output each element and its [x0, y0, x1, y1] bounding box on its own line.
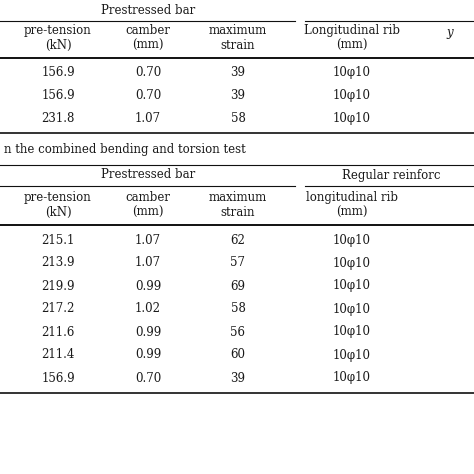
Text: 156.9: 156.9	[41, 372, 75, 384]
Text: 39: 39	[230, 372, 246, 384]
Text: 0.99: 0.99	[135, 280, 161, 292]
Text: 10φ10: 10φ10	[333, 234, 371, 246]
Text: 0.70: 0.70	[135, 65, 161, 79]
Text: Regular reinforc: Regular reinforc	[342, 168, 440, 182]
Text: camber
(mm): camber (mm)	[126, 191, 171, 219]
Text: 39: 39	[230, 89, 246, 101]
Text: 0.99: 0.99	[135, 348, 161, 362]
Text: longitudinal rib
(mm): longitudinal rib (mm)	[306, 191, 398, 219]
Text: 10φ10: 10φ10	[333, 302, 371, 316]
Text: maximum
strain: maximum strain	[209, 191, 267, 219]
Text: 156.9: 156.9	[41, 65, 75, 79]
Text: 10φ10: 10φ10	[333, 326, 371, 338]
Text: 58: 58	[230, 111, 246, 125]
Text: 10φ10: 10φ10	[333, 65, 371, 79]
Text: 219.9: 219.9	[41, 280, 75, 292]
Text: 0.70: 0.70	[135, 89, 161, 101]
Text: pre-tension
(kN): pre-tension (kN)	[24, 191, 92, 219]
Text: pre-tension
(kN): pre-tension (kN)	[24, 24, 92, 52]
Text: 56: 56	[230, 326, 246, 338]
Text: 69: 69	[230, 280, 246, 292]
Text: 231.8: 231.8	[41, 111, 75, 125]
Text: 39: 39	[230, 65, 246, 79]
Text: 215.1: 215.1	[41, 234, 75, 246]
Text: 211.6: 211.6	[41, 326, 75, 338]
Text: 58: 58	[230, 302, 246, 316]
Text: Prestressed bar: Prestressed bar	[101, 3, 195, 17]
Text: 62: 62	[230, 234, 246, 246]
Text: 10φ10: 10φ10	[333, 280, 371, 292]
Text: Prestressed bar: Prestressed bar	[101, 168, 195, 182]
Text: 10φ10: 10φ10	[333, 89, 371, 101]
Text: 10φ10: 10φ10	[333, 372, 371, 384]
Text: 213.9: 213.9	[41, 256, 75, 270]
Text: maximum
strain: maximum strain	[209, 24, 267, 52]
Text: 217.2: 217.2	[41, 302, 75, 316]
Text: 156.9: 156.9	[41, 89, 75, 101]
Text: 1.07: 1.07	[135, 234, 161, 246]
Text: 60: 60	[230, 348, 246, 362]
Text: 1.07: 1.07	[135, 111, 161, 125]
Text: Longitudinal rib
(mm): Longitudinal rib (mm)	[304, 24, 400, 52]
Text: 57: 57	[230, 256, 246, 270]
Text: 10φ10: 10φ10	[333, 256, 371, 270]
Text: 211.4: 211.4	[41, 348, 75, 362]
Text: 1.02: 1.02	[135, 302, 161, 316]
Text: 1.07: 1.07	[135, 256, 161, 270]
Text: y: y	[447, 26, 453, 38]
Text: 10φ10: 10φ10	[333, 111, 371, 125]
Text: 0.99: 0.99	[135, 326, 161, 338]
Text: 10φ10: 10φ10	[333, 348, 371, 362]
Text: camber
(mm): camber (mm)	[126, 24, 171, 52]
Text: n the combined bending and torsion test: n the combined bending and torsion test	[4, 144, 246, 156]
Text: 0.70: 0.70	[135, 372, 161, 384]
